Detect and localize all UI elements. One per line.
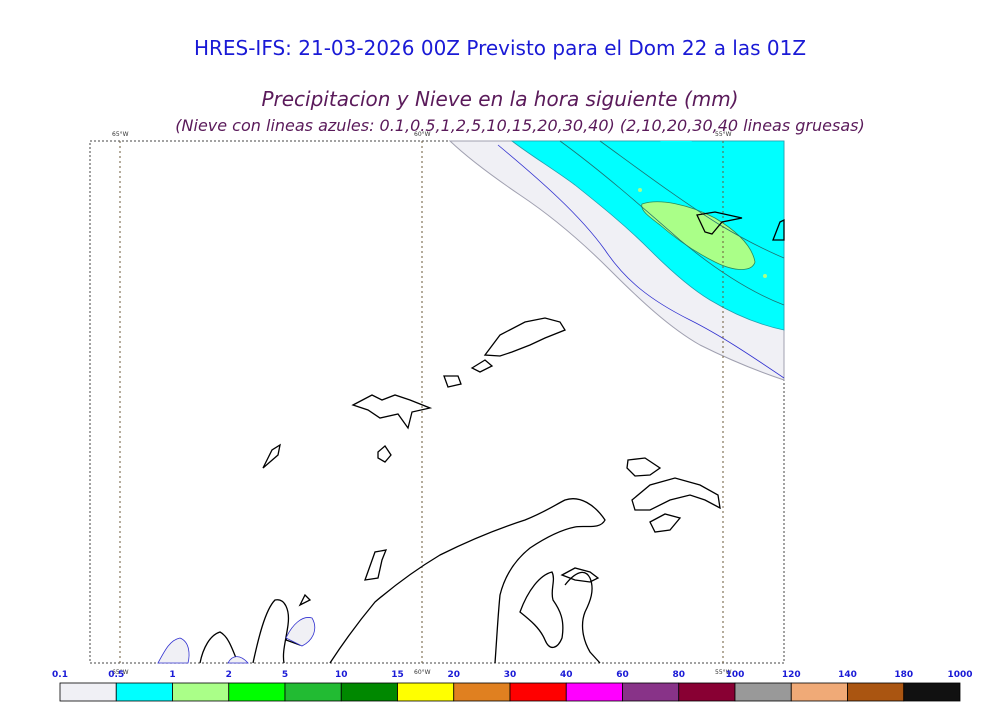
legend-tick-label: 0.1 — [52, 670, 68, 680]
precip-spot — [763, 274, 767, 278]
coastline-island — [631, 477, 721, 511]
precip-area-green — [641, 201, 756, 270]
coastline-island — [626, 457, 662, 477]
legend-boxes — [59, 682, 961, 702]
legend-swatch — [903, 682, 961, 702]
legend-swatch — [115, 682, 173, 702]
coastline-island — [470, 359, 494, 373]
legend-tick-label: 40 — [560, 670, 573, 680]
legend-swatch — [340, 682, 398, 702]
legend-swatch — [228, 682, 286, 702]
legend-swatch — [509, 682, 567, 702]
legend-swatch — [59, 682, 117, 702]
coastline-island — [443, 375, 462, 388]
map-note: (Nieve con lineas azules: 0.1,0.5,1,2,5,… — [175, 116, 865, 135]
legend-tick-label: 30 — [504, 670, 517, 680]
legend-swatch — [397, 682, 455, 702]
legend-swatch — [284, 682, 342, 702]
legend-swatch — [172, 682, 230, 702]
legend-swatch — [453, 682, 511, 702]
legend-tick-label: 60 — [616, 670, 629, 680]
precip-area-top — [660, 141, 692, 146]
coastline-island — [351, 394, 433, 430]
snow-patch — [227, 656, 249, 664]
coastline-island — [252, 599, 290, 664]
legend-swatch — [622, 682, 680, 702]
snow-patch — [157, 637, 190, 664]
coastline-island — [364, 549, 388, 581]
coastline-peninsula — [519, 571, 564, 648]
coastline-mainland — [329, 498, 606, 664]
snow-contour-line — [599, 140, 785, 259]
meridian-label-bottom: 60°W — [414, 669, 431, 676]
legend-tick-label: 20 — [447, 670, 460, 680]
legend-tick-label: 120 — [782, 670, 801, 680]
meridian-label: 65°W — [112, 131, 129, 138]
meridian-label-bottom: 55°W — [715, 669, 732, 676]
legend-swatch — [847, 682, 905, 702]
snow-patch — [285, 617, 316, 647]
map-subtitle: Precipitacion y Nieve en la hora siguien… — [261, 87, 739, 111]
coastline-island — [560, 567, 600, 583]
coastline-island — [772, 218, 785, 241]
coastline-island — [298, 593, 312, 607]
coastlines — [199, 211, 785, 664]
legend-tick-label: 0.5 — [108, 670, 124, 680]
coastline-island — [377, 445, 392, 463]
legend-tick-label: 2 — [226, 670, 232, 680]
legend-swatch — [734, 682, 792, 702]
coastline-island — [199, 631, 239, 664]
precip-area-cyan — [510, 140, 785, 331]
coastline-island — [262, 443, 281, 469]
legend-tick-label: 5 — [282, 670, 288, 680]
coastline-island — [696, 211, 743, 235]
legend-swatch — [678, 682, 736, 702]
coastline-island — [483, 317, 566, 357]
legend-tick-label: 140 — [838, 670, 857, 680]
map-title: HRES-IFS: 21-03-2026 00Z Previsto para e… — [193, 36, 807, 60]
meridian-label-bottom: 65°W — [112, 669, 129, 676]
legend-tick-label: 1000 — [947, 670, 972, 680]
snow-contour-line — [497, 144, 785, 379]
legend-swatch — [565, 682, 623, 702]
legend-tick-label: 15 — [391, 670, 404, 680]
legend-tick-label: 100 — [726, 670, 745, 680]
legend-ticks: 0.1 0.5 1 2 5 10 15 20 30 40 60 80 100 120 140 180 1000 — [52, 670, 973, 680]
precip-spot — [638, 188, 642, 192]
coastline-peninsula — [564, 571, 601, 664]
legend-tick-label: 10 — [335, 670, 348, 680]
legend-tick-label: 80 — [672, 670, 685, 680]
meridian-label: 60°W — [414, 131, 431, 138]
meridian-label: 55°W — [715, 131, 732, 138]
legend-swatch — [790, 682, 848, 702]
legend-tick-label: 1 — [169, 670, 175, 680]
legend-tick-label: 180 — [894, 670, 913, 680]
coastline-island — [649, 513, 682, 533]
snow-contour-line — [559, 140, 785, 306]
